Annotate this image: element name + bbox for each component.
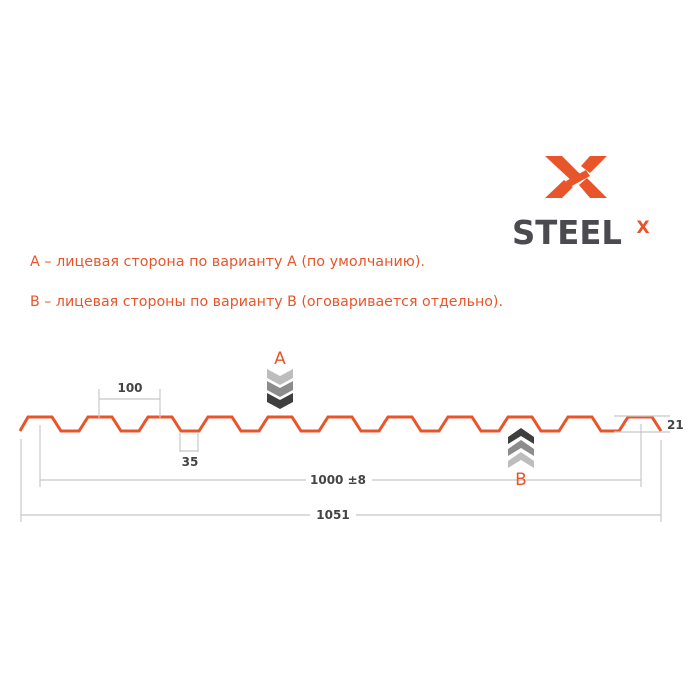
note-side-a: A – лицевая сторона по варианту А (по ум… <box>30 254 425 270</box>
logo-x-mark-icon <box>545 156 607 198</box>
dimension-useful-width: 1000 ±8 <box>39 424 642 487</box>
logo-text: STEEL <box>512 213 622 252</box>
dim-label-1051: 1051 <box>316 508 349 522</box>
dim-label-35: 35 <box>182 455 199 469</box>
note-side-b: B – лицевая стороны по варианту B (огова… <box>30 294 503 310</box>
dimension-bottom-width: 35 <box>179 433 199 469</box>
side-b-label: B <box>515 470 527 490</box>
dim-label-21: 21 <box>667 418 684 432</box>
side-a-label: A <box>274 349 286 369</box>
chevron-down-icon <box>267 369 293 409</box>
dimension-pitch: 100 <box>98 381 161 418</box>
dim-label-100: 100 <box>117 381 142 395</box>
side-b-marker: B <box>508 428 534 490</box>
dimension-total-width: 1051 <box>20 439 662 522</box>
side-a-marker: A <box>267 349 293 409</box>
steelx-logo: STEEL X <box>512 156 650 252</box>
logo-superscript: X <box>636 218 649 238</box>
chevron-up-icon <box>508 428 534 468</box>
dim-label-1000: 1000 ±8 <box>310 473 366 487</box>
trapezoid-profile <box>18 415 663 433</box>
dimension-height: 21 <box>614 415 684 433</box>
